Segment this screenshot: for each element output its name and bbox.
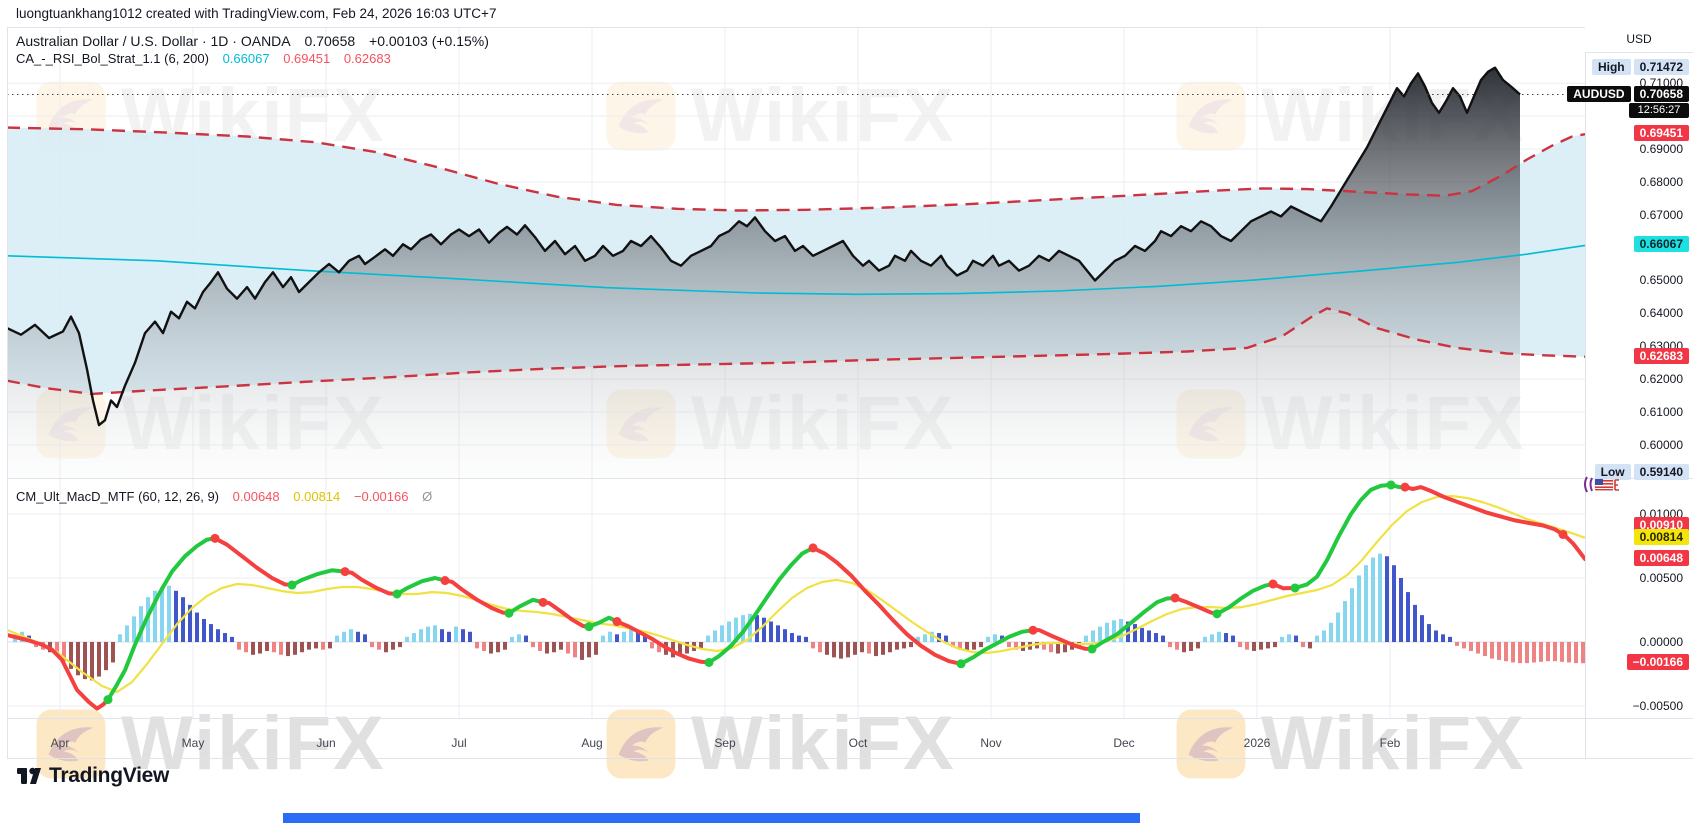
time-axis-border [7, 718, 1693, 719]
macd-tick: 0.00500 [1639, 571, 1683, 585]
macd-chip-row: 0.00648 [1633, 550, 1689, 567]
axis-separator[interactable] [1585, 27, 1586, 758]
price-tick: 0.69000 [1639, 142, 1683, 156]
macd-value: 0.00648 [232, 489, 280, 504]
high-row: High 0.71472 [1591, 58, 1689, 75]
macd-axis-chip-1: 0.00814 [1633, 528, 1689, 545]
macd-signal-value: 0.00814 [293, 489, 341, 504]
lower-band-chip: 0.62683 [1633, 347, 1689, 364]
macd-tick: −0.00500 [1632, 699, 1683, 713]
time-tick-2026: 2026 [1243, 736, 1271, 750]
symbol-legend[interactable]: Australian Dollar / U.S. Dollar · 1D · O… [16, 33, 489, 49]
time-tick-nov: Nov [980, 736, 1002, 750]
time-tick-feb: Feb [1379, 736, 1401, 750]
last-price-value: 0.70658 [304, 33, 356, 49]
bar-countdown: 12:56:27 [1629, 102, 1689, 118]
macd-hist-value: −0.00166 [353, 489, 409, 504]
rsi-bol-title[interactable]: CA_-_RSI_Bol_Strat_1.1 (6, 200) [16, 51, 209, 66]
sma-row: 0.66067 [1633, 236, 1689, 253]
tradingview-logo-text: TradingView [49, 764, 170, 787]
macd-pane[interactable] [7, 478, 1585, 718]
rsi-bol-lower-value: 0.62683 [343, 51, 391, 66]
macd-legend[interactable]: CM_Ult_MacD_MTF (60, 12, 26, 9) 0.00648 … [16, 489, 432, 504]
axis-currency-label[interactable]: USD [1585, 27, 1693, 53]
macd-axis-chip-2: 0.00648 [1633, 550, 1689, 567]
time-tick-jul: Jul [451, 736, 467, 750]
price-axis[interactable]: USD 0.71000 0.69000 0.68000 0.67000 0.65000 0… [1567, 27, 1693, 758]
card-bottom-border [7, 758, 1693, 759]
bottom-blue-strip [283, 813, 1140, 823]
low-value: 0.59140 [1633, 464, 1689, 481]
high-label: High [1591, 58, 1631, 75]
flag-icon [1583, 476, 1621, 498]
macd-chip-row: −0.00166 [1626, 654, 1689, 671]
time-tick-apr: Apr [50, 736, 70, 750]
low-label: Low [1594, 464, 1631, 481]
macd-chip-row: 0.00910 [1633, 516, 1689, 533]
last-price-row: AUDUSD 0.70658 [1567, 85, 1689, 102]
symbol-title[interactable]: Australian Dollar / U.S. Dollar · 1D · O… [16, 33, 291, 49]
pane-separator[interactable] [7, 478, 1693, 479]
card-top-border [7, 27, 1693, 28]
symbol-chip: AUDUSD [1567, 85, 1631, 102]
card-left-border [7, 27, 8, 758]
price-change: +0.00103 (+0.15%) [369, 33, 489, 49]
time-tick-oct: Oct [848, 736, 868, 750]
time-tick-aug: Aug [581, 736, 603, 750]
time-tick-may: May [181, 736, 205, 750]
macd-axis-chip-3: −0.00166 [1626, 654, 1689, 671]
rsi-bol-basis-value: 0.66067 [222, 51, 270, 66]
price-tick: 0.64000 [1639, 306, 1683, 321]
lower-band-row: 0.62683 [1633, 347, 1689, 364]
price-tick: 0.60000 [1639, 437, 1683, 452]
high-value: 0.71472 [1633, 58, 1689, 75]
macd-chip-row: 0.00814 [1633, 528, 1689, 545]
upper-band-chip: 0.69451 [1633, 125, 1689, 142]
low-row: Low 0.59140 [1594, 464, 1689, 481]
attribution-bar: luongtuankhang1012 created with TradingV… [0, 0, 1693, 27]
time-tick-sep: Sep [714, 736, 736, 750]
price-pane[interactable] [7, 27, 1585, 478]
attribution-text: luongtuankhang1012 created with TradingV… [16, 6, 497, 21]
rsi-bol-upper-value: 0.69451 [283, 51, 331, 66]
price-tick: 0.68000 [1639, 174, 1683, 189]
price-tick: 0.67000 [1639, 207, 1683, 222]
macd-zero-symbol: Ø [422, 489, 433, 504]
tradingview-logo[interactable]: TradingView [16, 763, 169, 789]
sma-chip: 0.66067 [1633, 236, 1689, 253]
time-axis[interactable]: Apr May Jun Jul Aug Sep Oct Nov Dec 2026 Feb [7, 718, 1585, 758]
last-price-chip: 0.70658 [1633, 85, 1689, 102]
time-tick-jun: Jun [316, 736, 336, 750]
rsi-bol-legend[interactable]: CA_-_RSI_Bol_Strat_1.1 (6, 200) 0.66067 … [16, 51, 391, 66]
time-tick-dec: Dec [1113, 736, 1135, 750]
tradingview-mark [17, 767, 41, 784]
price-tick: 0.65000 [1639, 273, 1683, 288]
price-tick: 0.62000 [1639, 372, 1683, 387]
upper-band-row: 0.69451 [1633, 125, 1689, 142]
macd-axis-chip-0: 0.00910 [1633, 516, 1689, 533]
price-tick: 0.61000 [1639, 404, 1683, 419]
macd-tick: 0.00000 [1639, 635, 1683, 649]
macd-title[interactable]: CM_Ult_MacD_MTF (60, 12, 26, 9) [16, 489, 220, 504]
